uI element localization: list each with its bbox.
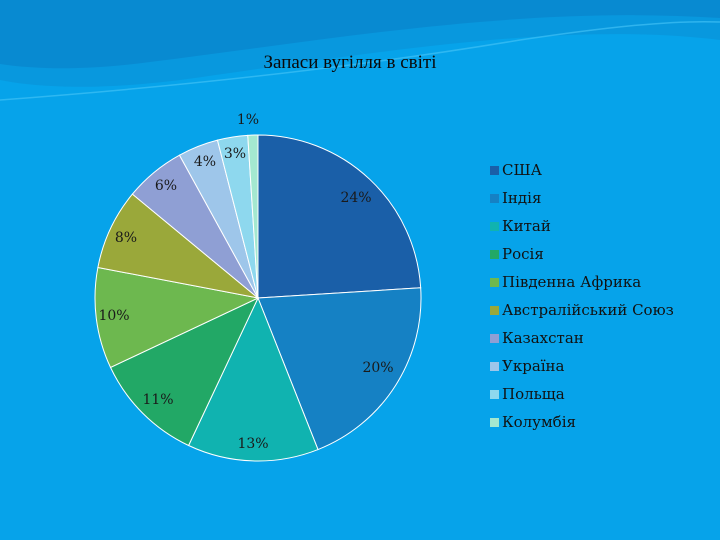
legend-swatch-1: [490, 194, 499, 203]
legend-label-5: Австралійський Союз: [502, 301, 674, 319]
legend-label-9: Колумбія: [502, 413, 576, 431]
legend-swatch-7: [490, 362, 499, 371]
legend-swatch-5: [490, 306, 499, 315]
slice-label-1: 20%: [362, 360, 393, 376]
legend: США Індія Китай Росія Південна Африка Австрал…: [490, 161, 674, 431]
pie-slice-1: [257, 287, 422, 451]
slice-label-4: 10%: [98, 308, 129, 324]
slice-label-3: 11%: [142, 392, 173, 408]
legend-label-1: Індія: [502, 189, 541, 207]
slice-label-7: 4%: [194, 154, 216, 170]
legend-swatch-0: [490, 166, 499, 175]
pie-slice-3: [109, 296, 260, 447]
slice-label-5: 8%: [115, 230, 137, 246]
pie-slice-9: [247, 134, 259, 299]
pie-slice-0: [257, 134, 422, 299]
legend-label-7: Україна: [502, 357, 565, 375]
legend-swatch-4: [490, 278, 499, 287]
legend-swatch-6: [490, 334, 499, 343]
legend-label-4: Південна Африка: [502, 273, 641, 291]
chart-title: Запаси вугілля в світі: [263, 52, 437, 73]
slice-label-0: 24%: [340, 190, 371, 206]
legend-label-2: Китай: [502, 217, 551, 235]
slice-label-9: 1%: [237, 112, 259, 128]
legend-label-8: Польща: [502, 385, 565, 403]
slice-label-2: 13%: [237, 436, 268, 452]
slice-label-8: 3%: [224, 146, 246, 162]
legend-swatch-8: [490, 390, 499, 399]
pie-slice-labels: 24% 20% 13% 11% 10% 8% 6% 4% 3% 1%: [98, 112, 393, 452]
legend-label-0: США: [502, 161, 543, 179]
legend-swatch-9: [490, 418, 499, 427]
slice-label-6: 6%: [155, 178, 177, 194]
legend-label-3: Росія: [502, 245, 544, 263]
pie-slices: [94, 134, 422, 462]
legend-swatch-3: [490, 250, 499, 259]
pie-slice-2: [187, 296, 319, 462]
legend-label-6: Казахстан: [502, 329, 584, 347]
legend-swatch-2: [490, 222, 499, 231]
pie-slice-4: [94, 266, 260, 369]
